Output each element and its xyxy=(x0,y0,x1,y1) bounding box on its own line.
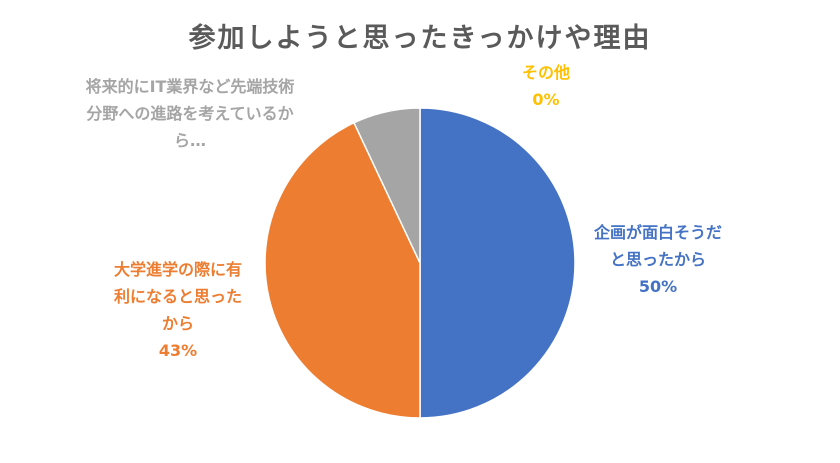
slice-label: 大学進学の際に有利になると思ったから 43% xyxy=(114,260,242,360)
slice-label-line: ら… xyxy=(174,131,206,150)
pie-slice xyxy=(353,107,421,264)
slice-label-line: 0% xyxy=(532,90,559,109)
slice-label-line: 43% xyxy=(159,341,197,360)
pie-slice xyxy=(264,121,421,419)
slice-label-line: から xyxy=(162,314,194,333)
slice-label-line: 将来的にIT業界など先端技術 xyxy=(86,77,295,96)
slice-label: 将来的にIT業界など先端技術分野への進路を考えているから… xyxy=(86,77,295,150)
slice-label-line: 50% xyxy=(639,277,677,296)
slice-label-line: 分野への進路を考えているか xyxy=(86,104,293,123)
slice-label-line: 企画が面白そうだ xyxy=(593,223,722,242)
slice-label: 企画が面白そうだと思ったから 50% xyxy=(593,223,722,296)
slice-label-line: 利になると思った xyxy=(114,287,242,306)
slice-label-line: と思ったから xyxy=(610,250,706,269)
chart-title: 参加しようと思ったきっかけや理由 xyxy=(188,23,652,54)
slice-label-line: 大学進学の際に有 xyxy=(114,260,242,279)
slice-label-line: その他 xyxy=(522,63,570,82)
slice-label: その他 0% xyxy=(522,63,570,109)
pie-slice xyxy=(419,107,576,419)
